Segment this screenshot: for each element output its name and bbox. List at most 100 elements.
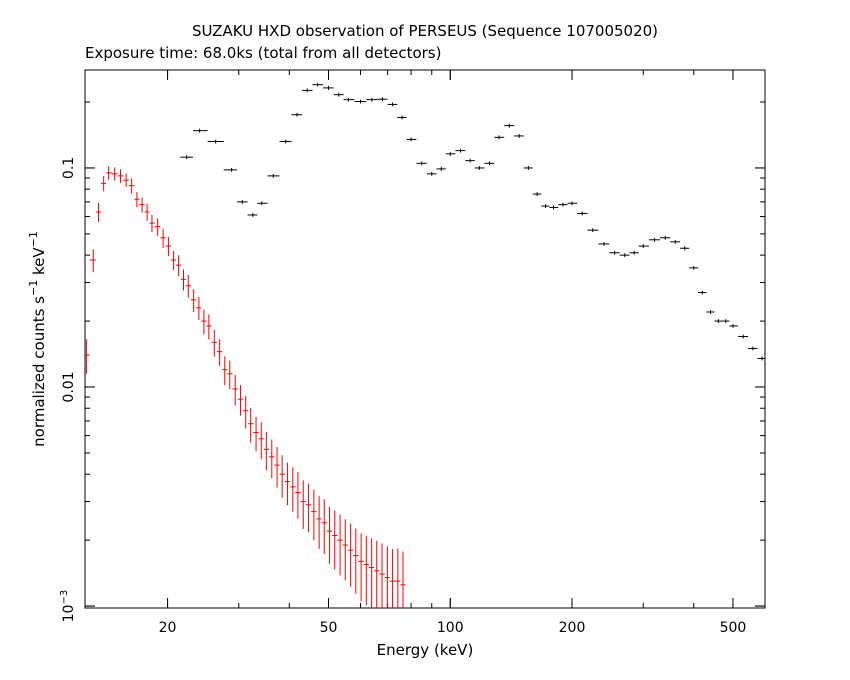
data-point	[171, 250, 177, 271]
data-point	[134, 191, 140, 208]
data-point	[111, 167, 118, 181]
data-point	[474, 166, 485, 170]
data-point	[222, 356, 228, 386]
data-point	[311, 489, 317, 541]
data-point	[670, 239, 681, 244]
data-point	[236, 200, 248, 204]
y-axis-label-text: normalized counts s	[30, 296, 48, 447]
x-axis-ticks: 20 50 100 200 500	[159, 70, 766, 636]
data-point	[629, 250, 639, 255]
data-point	[180, 155, 194, 160]
data-point	[295, 472, 301, 519]
data-point	[243, 395, 249, 429]
y-axis-ticks: 10−3 0.01 0.1	[59, 101, 765, 622]
y-axis-label-sup1: −1	[27, 280, 40, 296]
data-point	[465, 158, 475, 163]
data-point	[89, 249, 96, 273]
data-point	[302, 88, 313, 93]
data-point	[549, 205, 559, 210]
x-tick-label: 20	[159, 620, 177, 636]
data-point	[426, 171, 437, 176]
data-point	[366, 97, 378, 102]
y-tick-label: 0.1	[61, 157, 77, 179]
data-point	[400, 551, 406, 608]
data-point	[279, 139, 292, 144]
data-point	[358, 533, 364, 601]
data-point	[323, 86, 334, 90]
data-point	[609, 250, 620, 255]
data-point	[387, 102, 398, 107]
data-point	[379, 543, 385, 608]
data-point	[223, 167, 237, 172]
data-point	[211, 329, 217, 357]
data-point	[377, 97, 388, 102]
y-axis-label: normalized counts s−1 keV−1	[27, 231, 48, 447]
data-point	[181, 269, 186, 291]
x-tick-label: 50	[320, 620, 338, 636]
data-point	[305, 483, 312, 533]
data-point	[267, 174, 280, 178]
data-point	[196, 296, 202, 320]
data-point	[714, 319, 723, 323]
data-point	[207, 139, 224, 144]
data-point	[144, 203, 150, 221]
data-point	[176, 255, 182, 277]
data-point	[504, 123, 515, 128]
data-point	[253, 416, 259, 452]
data-point	[149, 214, 155, 233]
plot-frame	[84, 69, 766, 609]
data-point	[353, 528, 359, 594]
data-point	[363, 535, 369, 606]
data-point	[237, 385, 244, 416]
data-point	[619, 253, 630, 258]
data-point	[312, 82, 324, 87]
data-point	[269, 439, 275, 479]
data-point	[343, 97, 355, 102]
data-point	[567, 201, 578, 206]
data-point	[680, 246, 690, 251]
data-point	[290, 467, 296, 512]
data-point	[523, 166, 533, 170]
data-point	[729, 324, 739, 328]
data-point	[406, 137, 417, 142]
data-point	[139, 197, 145, 213]
data-point	[558, 202, 568, 207]
data-point	[648, 237, 660, 242]
data-point	[445, 151, 456, 156]
data-point	[494, 135, 505, 140]
data-point	[374, 540, 380, 608]
data-point	[659, 235, 671, 240]
data-point	[154, 218, 161, 236]
y-axis-label-sup2: −1	[27, 231, 40, 247]
data-point	[279, 455, 285, 498]
data-point	[368, 538, 375, 608]
data-point	[106, 166, 112, 180]
data-point	[263, 431, 270, 471]
data-point	[185, 274, 191, 298]
data-point	[128, 178, 135, 194]
data-point	[416, 161, 427, 166]
data-point	[284, 462, 291, 506]
data-point	[326, 506, 333, 564]
data-marks	[85, 82, 765, 608]
data-point	[532, 192, 542, 196]
data-point	[227, 360, 233, 390]
data-point	[333, 92, 344, 97]
data-point	[748, 346, 758, 351]
data-point	[201, 309, 207, 335]
data-point	[332, 510, 338, 570]
x-tick-label: 200	[559, 620, 586, 636]
data-point	[216, 339, 223, 367]
y-tick-label: 0.01	[61, 371, 77, 402]
data-point	[577, 211, 588, 216]
data-point	[165, 236, 172, 257]
data-point	[232, 374, 238, 406]
data-point	[190, 289, 197, 313]
data-point	[206, 314, 212, 340]
data-point	[587, 228, 599, 233]
data-point	[85, 339, 90, 374]
data-point	[258, 422, 264, 459]
data-point	[247, 213, 258, 217]
data-point	[101, 176, 107, 192]
